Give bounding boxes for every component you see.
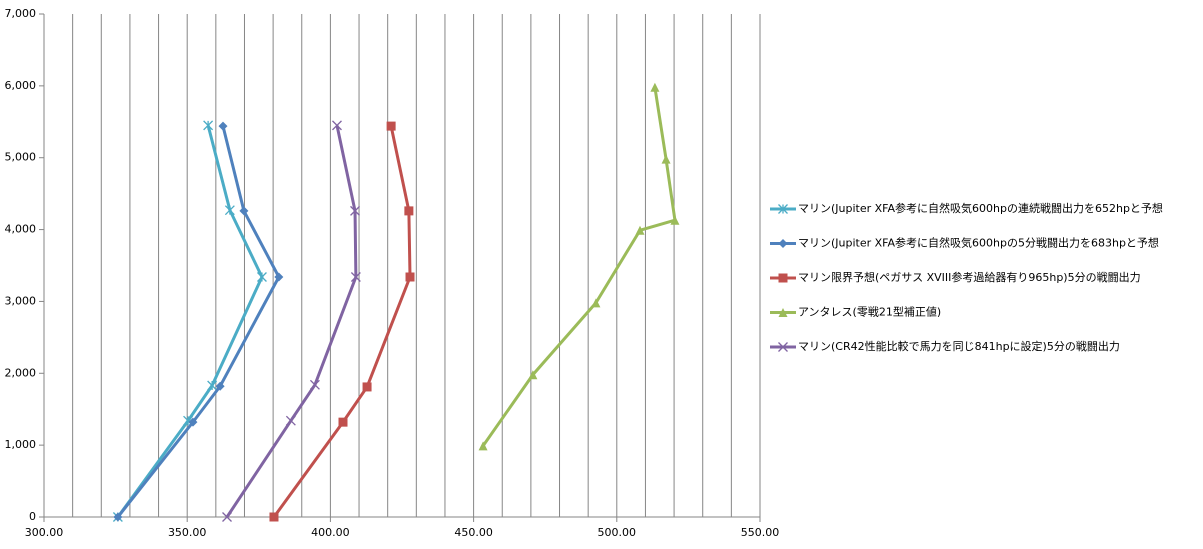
marker	[269, 512, 279, 522]
x-tick-label: 400.00	[311, 526, 350, 539]
y-tick-label: 2,000	[5, 366, 37, 379]
marker	[661, 154, 671, 164]
marker	[215, 381, 225, 391]
y-tick-label: 7,000	[5, 7, 37, 20]
marker	[350, 272, 361, 282]
marker	[591, 298, 601, 308]
legend-label: マリン(Jupiter XFA参考に自然吸気600hpの連続戦闘出力を652hp…	[798, 201, 1163, 215]
marker	[778, 204, 788, 214]
marker	[222, 512, 232, 522]
marker	[207, 380, 218, 391]
marker	[224, 205, 235, 216]
marker	[218, 121, 228, 131]
marker	[285, 415, 296, 426]
marker	[362, 382, 372, 392]
marker	[203, 120, 214, 131]
marker	[778, 342, 788, 352]
x-tick-label: 550.00	[741, 526, 780, 539]
marker	[778, 239, 788, 248]
y-tick-label: 4,000	[5, 223, 37, 236]
x-tick-label: 500.00	[598, 526, 637, 539]
series-line	[116, 125, 264, 518]
marker	[338, 417, 348, 427]
marker	[309, 379, 320, 390]
marker	[670, 215, 680, 225]
x-tick-label: 450.00	[454, 526, 493, 539]
y-tick-label: 5,000	[5, 151, 37, 164]
marker	[113, 512, 123, 522]
legend-label: マリン(CR42性能比較で馬力を同じ841hpに設定)5分の戦闘出力	[798, 339, 1120, 353]
marker	[478, 441, 488, 451]
series-line	[272, 125, 412, 518]
series-line	[481, 87, 677, 447]
marker	[405, 272, 415, 282]
legend-label: アンタレス(零戦21型補正値)	[798, 305, 941, 319]
y-tick-label: 6,000	[5, 79, 37, 92]
legend-label: マリン(Jupiter XFA参考に自然吸気600hpの5分戦闘出力を683hp…	[798, 236, 1159, 250]
marker	[778, 273, 788, 283]
marker	[332, 120, 342, 131]
marker	[528, 370, 538, 380]
y-tick-label: 3,000	[5, 294, 37, 307]
marker	[188, 417, 198, 427]
x-tick-label: 350.00	[168, 526, 207, 539]
marker	[386, 121, 396, 131]
marker	[350, 205, 360, 216]
y-tick-label: 0	[29, 510, 36, 523]
legend: マリン(Jupiter XFA参考に自然吸気600hpの連続戦闘出力を652hp…	[770, 201, 1163, 353]
series-line	[225, 125, 358, 518]
marker	[650, 82, 660, 92]
marker	[635, 225, 645, 235]
series-line	[116, 125, 281, 518]
marker	[256, 272, 267, 282]
legend-label: マリン限界予想(ペガサス XVIII参考過給器有り965hp)5分の戦闘出力	[798, 270, 1141, 284]
marker	[239, 206, 249, 216]
x-tick-label: 300.00	[25, 526, 64, 539]
marker	[404, 206, 414, 216]
y-tick-label: 1,000	[5, 438, 37, 451]
marker	[778, 308, 788, 317]
marker	[274, 272, 284, 282]
